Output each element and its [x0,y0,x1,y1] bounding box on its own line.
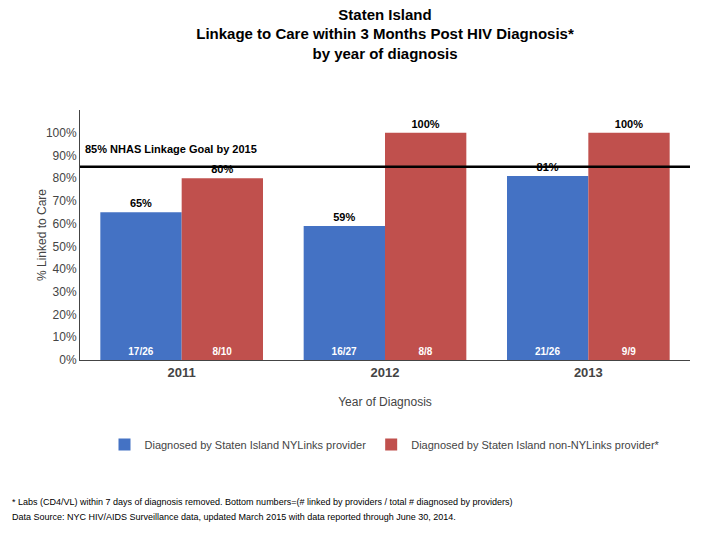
svg-text:2013: 2013 [574,365,603,380]
svg-text:80%: 80% [211,163,233,175]
svg-text:59%: 59% [333,211,355,223]
svg-text:100%: 100% [615,118,643,130]
svg-text:65%: 65% [130,197,152,209]
svg-text:60%: 60% [53,217,77,231]
svg-text:40%: 40% [53,262,77,276]
svg-text:Data Source: NYC HIV/AIDS Surv: Data Source: NYC HIV/AIDS Surveillance d… [12,512,456,522]
svg-text:20%: 20% [53,308,77,322]
svg-text:70%: 70% [53,194,77,208]
svg-text:100%: 100% [46,126,77,140]
svg-text:81%: 81% [537,161,559,173]
svg-text:17/26: 17/26 [128,346,153,357]
svg-text:85% NHAS Linkage Goal by 2015: 85% NHAS Linkage Goal by 2015 [85,143,257,155]
svg-text:Diagnosed by Staten Island NYL: Diagnosed by Staten Island NYLinks provi… [145,439,367,451]
svg-text:100%: 100% [411,118,439,130]
svg-text:2012: 2012 [371,365,400,380]
svg-text:% Linked to Care: % Linked to Care [35,189,49,281]
svg-text:0%: 0% [59,353,77,367]
svg-text:2011: 2011 [168,365,196,380]
svg-text:Year of Diagnosis: Year of Diagnosis [338,395,432,409]
svg-text:8/10: 8/10 [212,346,232,357]
svg-text:* Labs (CD4/VL) within 7 days: * Labs (CD4/VL) within 7 days of diagnos… [12,497,513,507]
svg-text:30%: 30% [53,285,77,299]
svg-text:16/27: 16/27 [332,346,357,357]
svg-text:10%: 10% [53,330,77,344]
svg-text:50%: 50% [53,240,77,254]
svg-text:Staten IslandLinkage to Care w: Staten IslandLinkage to Care within 3 Mo… [196,6,574,62]
svg-text:90%: 90% [53,149,77,163]
svg-text:80%: 80% [53,171,77,185]
svg-text:9/9: 9/9 [622,346,636,357]
svg-text:21/26: 21/26 [535,346,560,357]
svg-text:8/8: 8/8 [418,346,432,357]
svg-text:Diagnosed by Staten Island non: Diagnosed by Staten Island non-NYLinks p… [411,439,659,451]
